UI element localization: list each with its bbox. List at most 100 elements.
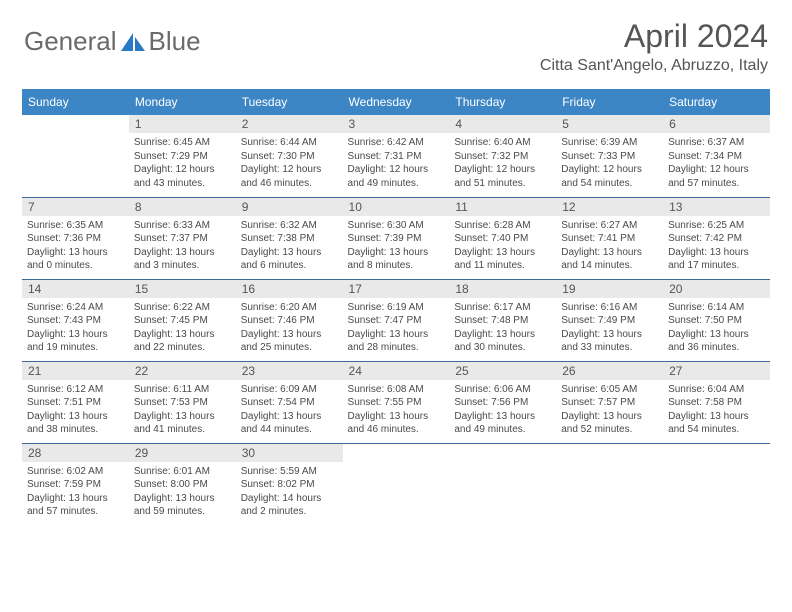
day-number: 1 <box>129 115 236 133</box>
day-body: Sunrise: 6:37 AMSunset: 7:34 PMDaylight:… <box>663 133 770 194</box>
day-body: Sunrise: 6:42 AMSunset: 7:31 PMDaylight:… <box>343 133 450 194</box>
calendar-cell: 30Sunrise: 5:59 AMSunset: 8:02 PMDayligh… <box>236 443 343 525</box>
calendar-cell: 20Sunrise: 6:14 AMSunset: 7:50 PMDayligh… <box>663 279 770 361</box>
day-number: 27 <box>663 362 770 380</box>
day-body: Sunrise: 6:45 AMSunset: 7:29 PMDaylight:… <box>129 133 236 194</box>
day-number: 7 <box>22 198 129 216</box>
calendar-cell: 2Sunrise: 6:44 AMSunset: 7:30 PMDaylight… <box>236 115 343 197</box>
day-number: 8 <box>129 198 236 216</box>
day-body: Sunrise: 6:01 AMSunset: 8:00 PMDaylight:… <box>129 462 236 523</box>
calendar-cell: 9Sunrise: 6:32 AMSunset: 7:38 PMDaylight… <box>236 197 343 279</box>
day-body: Sunrise: 6:19 AMSunset: 7:47 PMDaylight:… <box>343 298 450 359</box>
day-number: 15 <box>129 280 236 298</box>
weekday-header: Saturday <box>663 89 770 115</box>
header: General Blue April 2024 Citta Sant'Angel… <box>0 0 792 81</box>
day-number: 3 <box>343 115 450 133</box>
weekday-header: Sunday <box>22 89 129 115</box>
day-body: Sunrise: 5:59 AMSunset: 8:02 PMDaylight:… <box>236 462 343 523</box>
day-number: 18 <box>449 280 556 298</box>
calendar-cell: 5Sunrise: 6:39 AMSunset: 7:33 PMDaylight… <box>556 115 663 197</box>
day-number: 29 <box>129 444 236 462</box>
calendar-cell: 27Sunrise: 6:04 AMSunset: 7:58 PMDayligh… <box>663 361 770 443</box>
calendar-head: SundayMondayTuesdayWednesdayThursdayFrid… <box>22 89 770 115</box>
day-body: Sunrise: 6:06 AMSunset: 7:56 PMDaylight:… <box>449 380 556 441</box>
day-body: Sunrise: 6:24 AMSunset: 7:43 PMDaylight:… <box>22 298 129 359</box>
calendar-cell: 4Sunrise: 6:40 AMSunset: 7:32 PMDaylight… <box>449 115 556 197</box>
day-body: Sunrise: 6:17 AMSunset: 7:48 PMDaylight:… <box>449 298 556 359</box>
day-number: 10 <box>343 198 450 216</box>
day-number: 2 <box>236 115 343 133</box>
day-number: 9 <box>236 198 343 216</box>
day-body: Sunrise: 6:22 AMSunset: 7:45 PMDaylight:… <box>129 298 236 359</box>
calendar-cell <box>449 443 556 525</box>
calendar-cell: 3Sunrise: 6:42 AMSunset: 7:31 PMDaylight… <box>343 115 450 197</box>
day-number: 24 <box>343 362 450 380</box>
day-number: 23 <box>236 362 343 380</box>
day-number: 25 <box>449 362 556 380</box>
day-body: Sunrise: 6:04 AMSunset: 7:58 PMDaylight:… <box>663 380 770 441</box>
calendar-cell: 17Sunrise: 6:19 AMSunset: 7:47 PMDayligh… <box>343 279 450 361</box>
day-number: 22 <box>129 362 236 380</box>
day-body: Sunrise: 6:40 AMSunset: 7:32 PMDaylight:… <box>449 133 556 194</box>
day-body: Sunrise: 6:14 AMSunset: 7:50 PMDaylight:… <box>663 298 770 359</box>
calendar-cell: 7Sunrise: 6:35 AMSunset: 7:36 PMDaylight… <box>22 197 129 279</box>
logo: General Blue <box>24 26 201 57</box>
weekday-header: Tuesday <box>236 89 343 115</box>
logo-sail-icon <box>119 31 147 53</box>
location: Citta Sant'Angelo, Abruzzo, Italy <box>540 57 768 75</box>
weekday-header: Wednesday <box>343 89 450 115</box>
day-number: 19 <box>556 280 663 298</box>
day-body: Sunrise: 6:16 AMSunset: 7:49 PMDaylight:… <box>556 298 663 359</box>
calendar-cell: 29Sunrise: 6:01 AMSunset: 8:00 PMDayligh… <box>129 443 236 525</box>
day-number: 20 <box>663 280 770 298</box>
day-number: 13 <box>663 198 770 216</box>
day-body: Sunrise: 6:32 AMSunset: 7:38 PMDaylight:… <box>236 216 343 277</box>
day-body: Sunrise: 6:11 AMSunset: 7:53 PMDaylight:… <box>129 380 236 441</box>
day-body: Sunrise: 6:39 AMSunset: 7:33 PMDaylight:… <box>556 133 663 194</box>
day-number: 28 <box>22 444 129 462</box>
calendar-cell: 8Sunrise: 6:33 AMSunset: 7:37 PMDaylight… <box>129 197 236 279</box>
day-number: 26 <box>556 362 663 380</box>
day-number: 11 <box>449 198 556 216</box>
calendar-body: 1Sunrise: 6:45 AMSunset: 7:29 PMDaylight… <box>22 115 770 525</box>
calendar: SundayMondayTuesdayWednesdayThursdayFrid… <box>22 89 770 525</box>
calendar-cell: 24Sunrise: 6:08 AMSunset: 7:55 PMDayligh… <box>343 361 450 443</box>
day-number: 12 <box>556 198 663 216</box>
day-body: Sunrise: 6:20 AMSunset: 7:46 PMDaylight:… <box>236 298 343 359</box>
calendar-cell: 11Sunrise: 6:28 AMSunset: 7:40 PMDayligh… <box>449 197 556 279</box>
calendar-cell: 28Sunrise: 6:02 AMSunset: 7:59 PMDayligh… <box>22 443 129 525</box>
day-body: Sunrise: 6:08 AMSunset: 7:55 PMDaylight:… <box>343 380 450 441</box>
day-number: 4 <box>449 115 556 133</box>
day-body: Sunrise: 6:28 AMSunset: 7:40 PMDaylight:… <box>449 216 556 277</box>
day-body: Sunrise: 6:05 AMSunset: 7:57 PMDaylight:… <box>556 380 663 441</box>
day-body: Sunrise: 6:12 AMSunset: 7:51 PMDaylight:… <box>22 380 129 441</box>
weekday-header: Thursday <box>449 89 556 115</box>
month-title: April 2024 <box>540 18 768 55</box>
calendar-cell: 13Sunrise: 6:25 AMSunset: 7:42 PMDayligh… <box>663 197 770 279</box>
day-body: Sunrise: 6:35 AMSunset: 7:36 PMDaylight:… <box>22 216 129 277</box>
logo-text-right: Blue <box>149 26 201 57</box>
day-number: 6 <box>663 115 770 133</box>
day-body: Sunrise: 6:33 AMSunset: 7:37 PMDaylight:… <box>129 216 236 277</box>
day-number: 17 <box>343 280 450 298</box>
logo-text-left: General <box>24 26 117 57</box>
calendar-cell: 14Sunrise: 6:24 AMSunset: 7:43 PMDayligh… <box>22 279 129 361</box>
day-number: 30 <box>236 444 343 462</box>
calendar-cell: 6Sunrise: 6:37 AMSunset: 7:34 PMDaylight… <box>663 115 770 197</box>
calendar-cell <box>22 115 129 197</box>
weekday-header: Friday <box>556 89 663 115</box>
day-number: 5 <box>556 115 663 133</box>
day-number: 21 <box>22 362 129 380</box>
calendar-cell: 25Sunrise: 6:06 AMSunset: 7:56 PMDayligh… <box>449 361 556 443</box>
calendar-cell <box>343 443 450 525</box>
calendar-cell: 23Sunrise: 6:09 AMSunset: 7:54 PMDayligh… <box>236 361 343 443</box>
weekday-header: Monday <box>129 89 236 115</box>
calendar-cell: 26Sunrise: 6:05 AMSunset: 7:57 PMDayligh… <box>556 361 663 443</box>
day-number: 14 <box>22 280 129 298</box>
calendar-cell: 18Sunrise: 6:17 AMSunset: 7:48 PMDayligh… <box>449 279 556 361</box>
day-body: Sunrise: 6:44 AMSunset: 7:30 PMDaylight:… <box>236 133 343 194</box>
day-body: Sunrise: 6:27 AMSunset: 7:41 PMDaylight:… <box>556 216 663 277</box>
title-block: April 2024 Citta Sant'Angelo, Abruzzo, I… <box>540 18 768 75</box>
calendar-cell <box>663 443 770 525</box>
calendar-cell <box>556 443 663 525</box>
